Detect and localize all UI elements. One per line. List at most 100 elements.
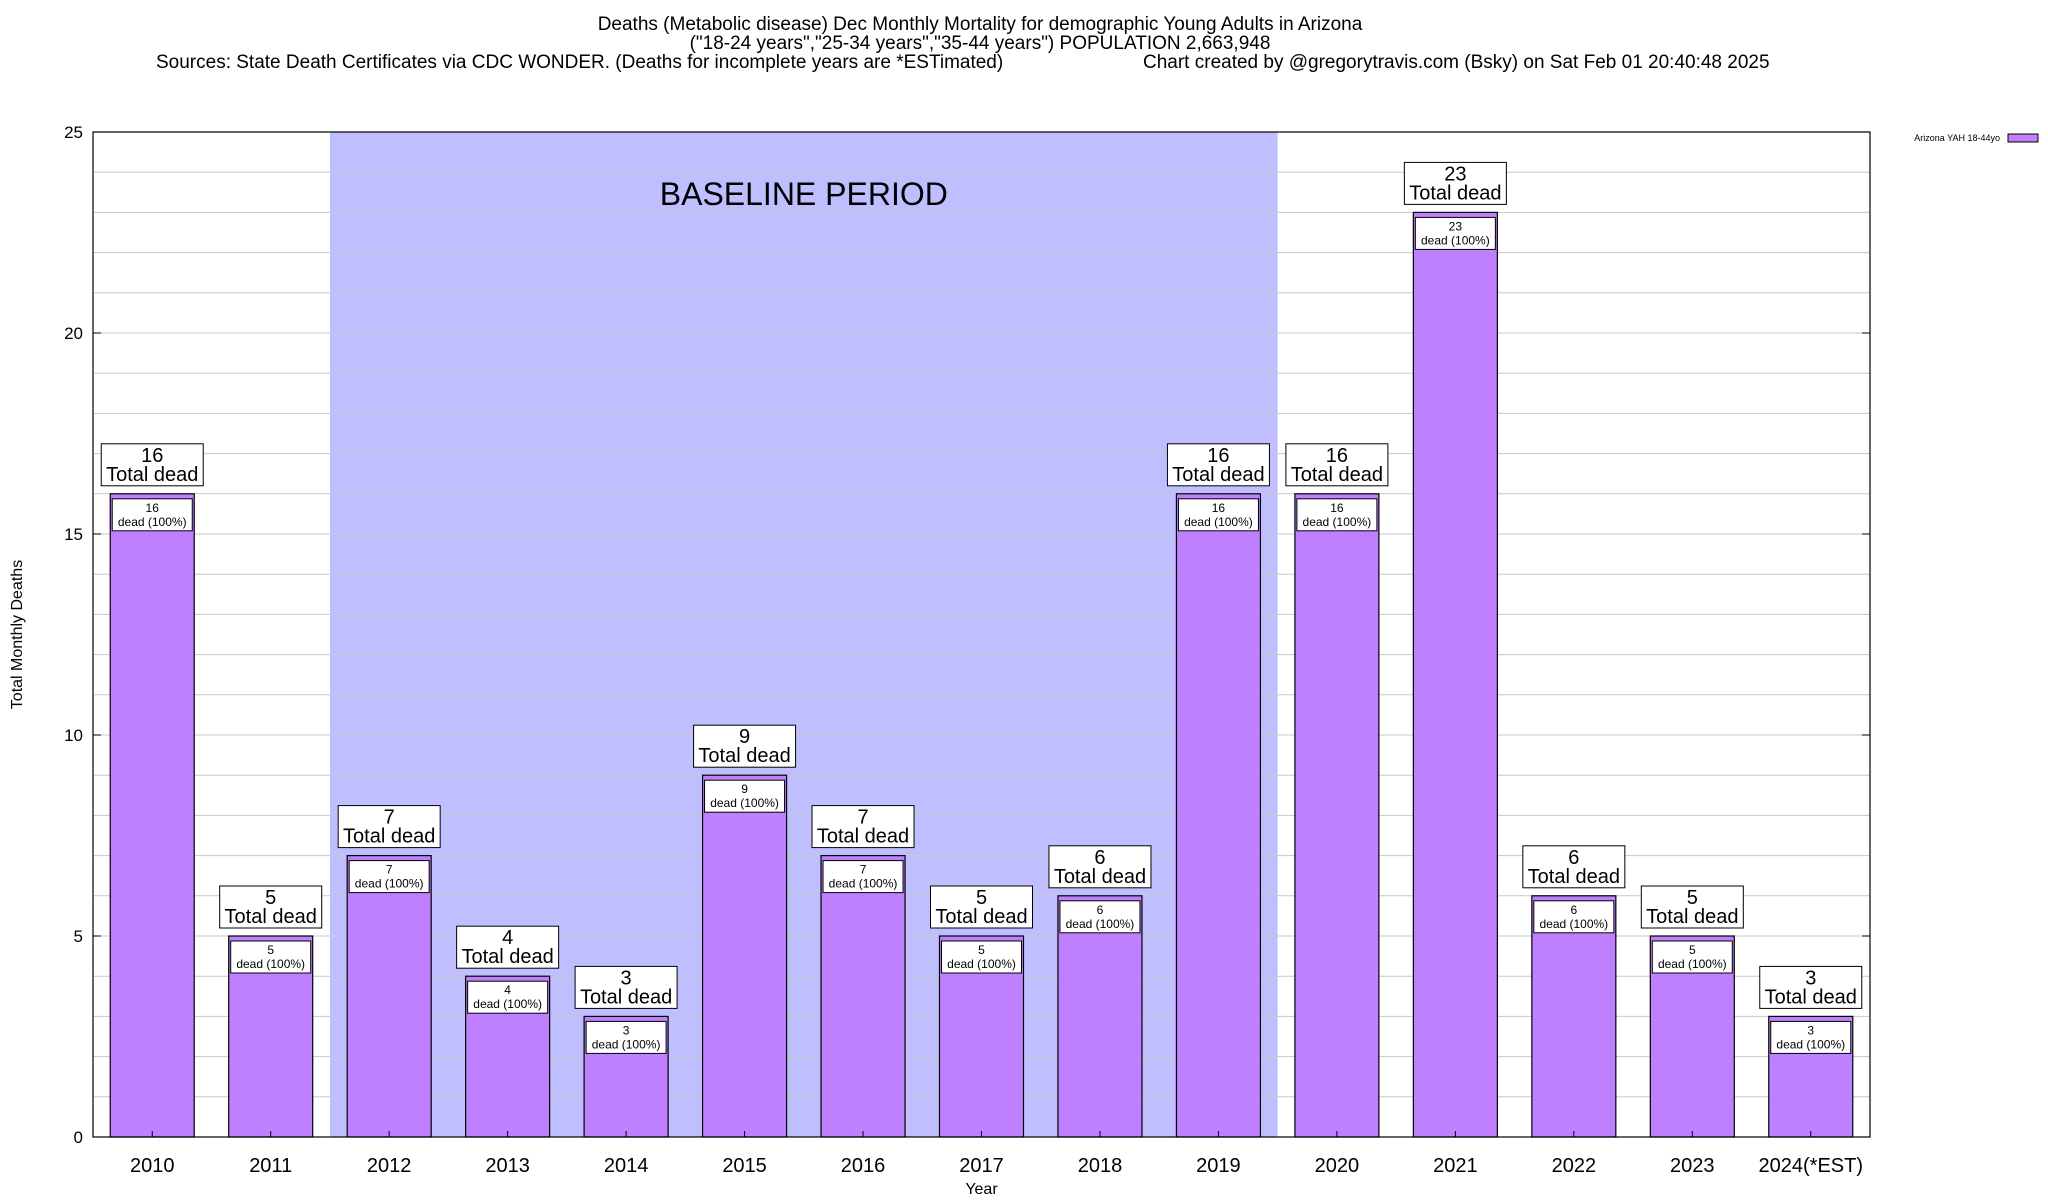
bar-inner-value: 6 [1570, 903, 1577, 917]
bar [1057, 895, 1143, 1138]
bar-total-value: 16 [1207, 445, 1229, 467]
bar-inner-value: 3 [1807, 1023, 1814, 1037]
x-tick-label: 2021 [1433, 1155, 1478, 1177]
bar [1175, 493, 1262, 1138]
y-tick-label: 5 [74, 927, 83, 946]
bar-inner-label-box [230, 940, 312, 974]
bar-total-value: 7 [384, 807, 395, 829]
bar-total-label-box [1403, 161, 1507, 205]
x-tick-label: 2011 [249, 1155, 292, 1177]
x-tick-label: 2019 [1196, 1155, 1241, 1177]
bar-inner-value: 5 [978, 943, 985, 957]
bar-total-label-box [337, 805, 441, 849]
bar-inner-label-box [1414, 216, 1496, 250]
bar-total-label-box [1285, 443, 1389, 487]
bar-inner-value: 9 [741, 782, 748, 796]
bar-inner-label-box [111, 498, 193, 532]
bar-total-label-box [1759, 965, 1863, 1009]
bar-total-label-box [1640, 885, 1744, 929]
bar-inner-label: dead (100%) [355, 877, 424, 891]
x-tick-label: 2014 [604, 1155, 649, 1177]
bar-total-label-box [1048, 845, 1152, 889]
bar-total-label-box [930, 885, 1033, 929]
bar-inner-value: 16 [146, 501, 160, 515]
plot-frame [92, 131, 1871, 1138]
bar-total-label: Total dead [461, 946, 553, 968]
bar-total-value: 5 [976, 887, 987, 909]
bar-inner-label-box [1177, 498, 1259, 532]
bar-inner-value: 5 [267, 943, 274, 957]
bar-total-value: 7 [857, 807, 868, 829]
bar-inner-label: dead (100%) [592, 1037, 661, 1051]
bar [1294, 493, 1380, 1138]
bar-total-label: Total dead [1646, 906, 1738, 928]
x-tick-label: 2016 [841, 1155, 886, 1177]
bar-total-value: 16 [141, 445, 163, 467]
bar-inner-label: dead (100%) [947, 957, 1016, 971]
bar-total-label: Total dead [106, 464, 198, 486]
bar-inner-label: dead (100%) [1184, 515, 1253, 529]
x-tick-label: 2022 [1552, 1155, 1597, 1177]
bar [820, 854, 906, 1138]
bar-total-label-box [219, 885, 323, 929]
bar-inner-value: 3 [623, 1023, 630, 1037]
bar-total-label-box [693, 724, 797, 768]
bar-total-value: 9 [739, 726, 750, 748]
bar-total-label-box [811, 805, 915, 849]
x-tick-label: 2010 [130, 1155, 175, 1177]
y-tick-label: 20 [64, 324, 83, 343]
bar-inner-label-box [1533, 900, 1615, 934]
bar-inner-value: 4 [504, 983, 511, 997]
bar-total-value: 6 [1094, 847, 1105, 869]
y-axis-label: Total Monthly Deaths [9, 560, 26, 709]
bar-inner-label: dead (100%) [710, 796, 779, 810]
x-tick-label: 2020 [1315, 1155, 1360, 1177]
chart-subtitle: ("18-24 years","25-34 years","35-44 year… [689, 33, 1271, 54]
bar-inner-label: dead (100%) [1539, 917, 1608, 931]
x-axis-label: Year [965, 1181, 998, 1198]
bar-total-label: Total dead [698, 745, 790, 767]
bar-inner-label-box [1059, 900, 1141, 934]
bar-inner-label-box [704, 779, 786, 813]
bar-inner-value: 5 [1689, 943, 1696, 957]
bar-inner-label-box [822, 860, 904, 894]
bar-inner-label-box [467, 980, 549, 1014]
bar-inner-label: dead (100%) [1776, 1037, 1845, 1051]
legend-swatch [2007, 133, 2039, 143]
bar [346, 854, 432, 1138]
bar-inner-value: 16 [1330, 501, 1344, 515]
x-tick-label: 2015 [722, 1155, 767, 1177]
x-tick-label: 2018 [1078, 1155, 1123, 1177]
bar-total-label: Total dead [935, 906, 1027, 928]
legend-label: Arizona YAH 18-44yo [1914, 133, 2000, 143]
bar-inner-label: dead (100%) [236, 957, 305, 971]
baseline-period-label: BASELINE PERIOD [660, 176, 948, 212]
bar [1412, 211, 1498, 1138]
bar-inner-value: 6 [1097, 903, 1104, 917]
bar-total-label: Total dead [1054, 866, 1146, 888]
bar-total-value: 4 [502, 927, 513, 949]
bar-total-label-box [100, 443, 204, 487]
bar-inner-value: 7 [860, 863, 867, 877]
sources-note: Sources: State Death Certificates via CD… [156, 52, 1004, 73]
bar-inner-label-box [1770, 1020, 1852, 1054]
bar-total-label: Total dead [1528, 866, 1620, 888]
chart-title: Deaths (Metabolic disease) Dec Monthly M… [597, 14, 1363, 35]
bar-inner-label: dead (100%) [473, 997, 542, 1011]
x-tick-label: 2024(*EST) [1759, 1155, 1864, 1177]
bar-inner-value: 16 [1212, 501, 1226, 515]
bar-inner-label: dead (100%) [1066, 917, 1135, 931]
y-tick-label: 15 [64, 525, 83, 544]
bar-inner-label-box [348, 860, 430, 894]
bar-total-label: Total dead [225, 906, 317, 928]
x-tick-label: 2013 [485, 1155, 530, 1177]
x-tick-label: 2017 [959, 1155, 1004, 1177]
bar-inner-label: dead (100%) [1421, 233, 1490, 247]
bar-inner-label: dead (100%) [118, 515, 187, 529]
y-tick-label: 25 [64, 123, 83, 142]
bar-total-label: Total dead [1291, 464, 1383, 486]
bar-total-label: Total dead [1409, 182, 1501, 204]
x-tick-label: 2023 [1670, 1155, 1715, 1177]
bar [109, 493, 195, 1138]
credit-note: Chart created by @gregorytravis.com (Bsk… [1143, 52, 1770, 73]
